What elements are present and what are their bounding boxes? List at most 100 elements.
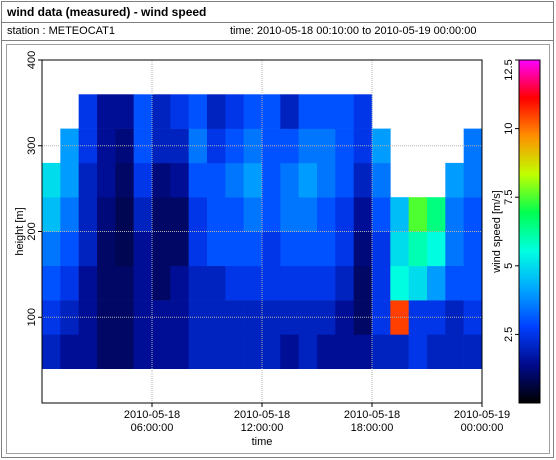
- heat-cell: [298, 231, 318, 267]
- heat-cell: [42, 231, 61, 267]
- heat-cell: [353, 334, 373, 369]
- heat-cell: [335, 265, 354, 301]
- heat-cell: [262, 334, 281, 369]
- heat-cell: [372, 197, 391, 232]
- heat-cell: [152, 300, 171, 335]
- heat-cell: [97, 334, 116, 369]
- heat-cell: [317, 94, 336, 129]
- heat-cell: [427, 231, 446, 267]
- heat-cell: [280, 197, 299, 232]
- heat-cell: [262, 231, 281, 267]
- heat-cell: [115, 94, 134, 129]
- heat-cell: [335, 162, 354, 198]
- heat-cell: [280, 128, 299, 164]
- heat-cell: [335, 231, 354, 267]
- heat-cell: [152, 162, 171, 198]
- heat-cell: [115, 197, 134, 232]
- heat-cell: [463, 334, 483, 369]
- heat-cell: [97, 162, 116, 198]
- heat-cell: [317, 334, 336, 369]
- heat-cell: [445, 162, 464, 198]
- heat-cell: [97, 231, 116, 267]
- heat-cell: [188, 197, 208, 232]
- heat-cell: [207, 231, 226, 267]
- heat-cell: [298, 334, 318, 369]
- heat-cell: [317, 197, 336, 232]
- colorbar-tick-label: 2.5: [503, 327, 515, 342]
- heat-cell: [188, 162, 208, 198]
- y-tick-label: 300: [26, 137, 38, 155]
- heat-cell: [188, 265, 208, 301]
- heat-cell: [207, 197, 226, 232]
- heat-cell: [317, 162, 336, 198]
- heat-cell: [170, 265, 189, 301]
- heat-cell: [390, 265, 409, 301]
- time-range: time: 2010-05-18 00:10:00 to 2010-05-19 …: [230, 25, 477, 37]
- heat-cell: [408, 334, 428, 369]
- heat-cell: [280, 162, 299, 198]
- heat-cell: [152, 334, 171, 369]
- heat-cell: [317, 265, 336, 301]
- heat-cell: [298, 197, 318, 232]
- heat-cell: [463, 265, 483, 301]
- heat-cell: [170, 300, 189, 335]
- heat-cell: [60, 197, 79, 232]
- heat-cell: [353, 94, 373, 129]
- chart-frame: [6, 44, 550, 454]
- heat-cell: [207, 162, 226, 198]
- heat-cell: [408, 300, 428, 335]
- station: station : METEOCAT1: [7, 25, 115, 37]
- heat-cell: [445, 197, 464, 232]
- heat-cell: [78, 128, 98, 164]
- heat-cell: [78, 334, 98, 369]
- heat-cell: [207, 334, 226, 369]
- heat-cell: [353, 197, 373, 232]
- heat-cell: [115, 265, 134, 301]
- heat-cell: [115, 334, 134, 369]
- heat-cell: [335, 334, 354, 369]
- heat-cell: [390, 334, 409, 369]
- heat-cell: [317, 231, 336, 267]
- heat-cell: [188, 334, 208, 369]
- heat-cell: [115, 162, 134, 198]
- heat-cell: [225, 334, 244, 369]
- heat-cell: [115, 231, 134, 267]
- heat-cell: [133, 94, 153, 129]
- y-tick-label: 100: [26, 308, 38, 326]
- heat-cell: [427, 334, 446, 369]
- heat-cell: [60, 162, 79, 198]
- x-tick-label: 2010-05-19 00:00:00: [453, 409, 511, 434]
- heat-cell: [280, 231, 299, 267]
- heat-cell: [78, 162, 98, 198]
- heat-cell: [225, 231, 244, 267]
- heat-cell: [390, 231, 409, 267]
- heat-cell: [225, 94, 244, 129]
- heat-cell: [280, 334, 299, 369]
- heat-cell: [78, 265, 98, 301]
- plot-frame: [41, 59, 483, 404]
- heat-cell: [243, 231, 263, 267]
- heat-cell: [243, 265, 263, 301]
- heat-cell: [372, 334, 391, 369]
- heat-cell: [243, 197, 263, 232]
- heat-cell: [170, 162, 189, 198]
- heat-cell: [97, 94, 116, 129]
- heat-cell: [133, 265, 153, 301]
- heat-cell: [408, 231, 428, 267]
- heat-cell: [60, 128, 79, 164]
- heat-cell: [152, 265, 171, 301]
- x-tick-label: 2010-05-18 12:00:00: [233, 409, 291, 434]
- heat-cell: [463, 231, 483, 267]
- heat-cell: [170, 334, 189, 369]
- heat-cell: [353, 162, 373, 198]
- heat-cell: [60, 231, 79, 267]
- heat-cell: [463, 197, 483, 232]
- heat-cell: [60, 334, 79, 369]
- heat-cell: [445, 231, 464, 267]
- y-tick-label: 200: [26, 222, 38, 240]
- heat-cell: [207, 94, 226, 129]
- x-tick-label: 2010-05-18 06:00:00: [123, 409, 181, 434]
- heat-cell: [42, 334, 61, 369]
- heat-cell: [133, 231, 153, 267]
